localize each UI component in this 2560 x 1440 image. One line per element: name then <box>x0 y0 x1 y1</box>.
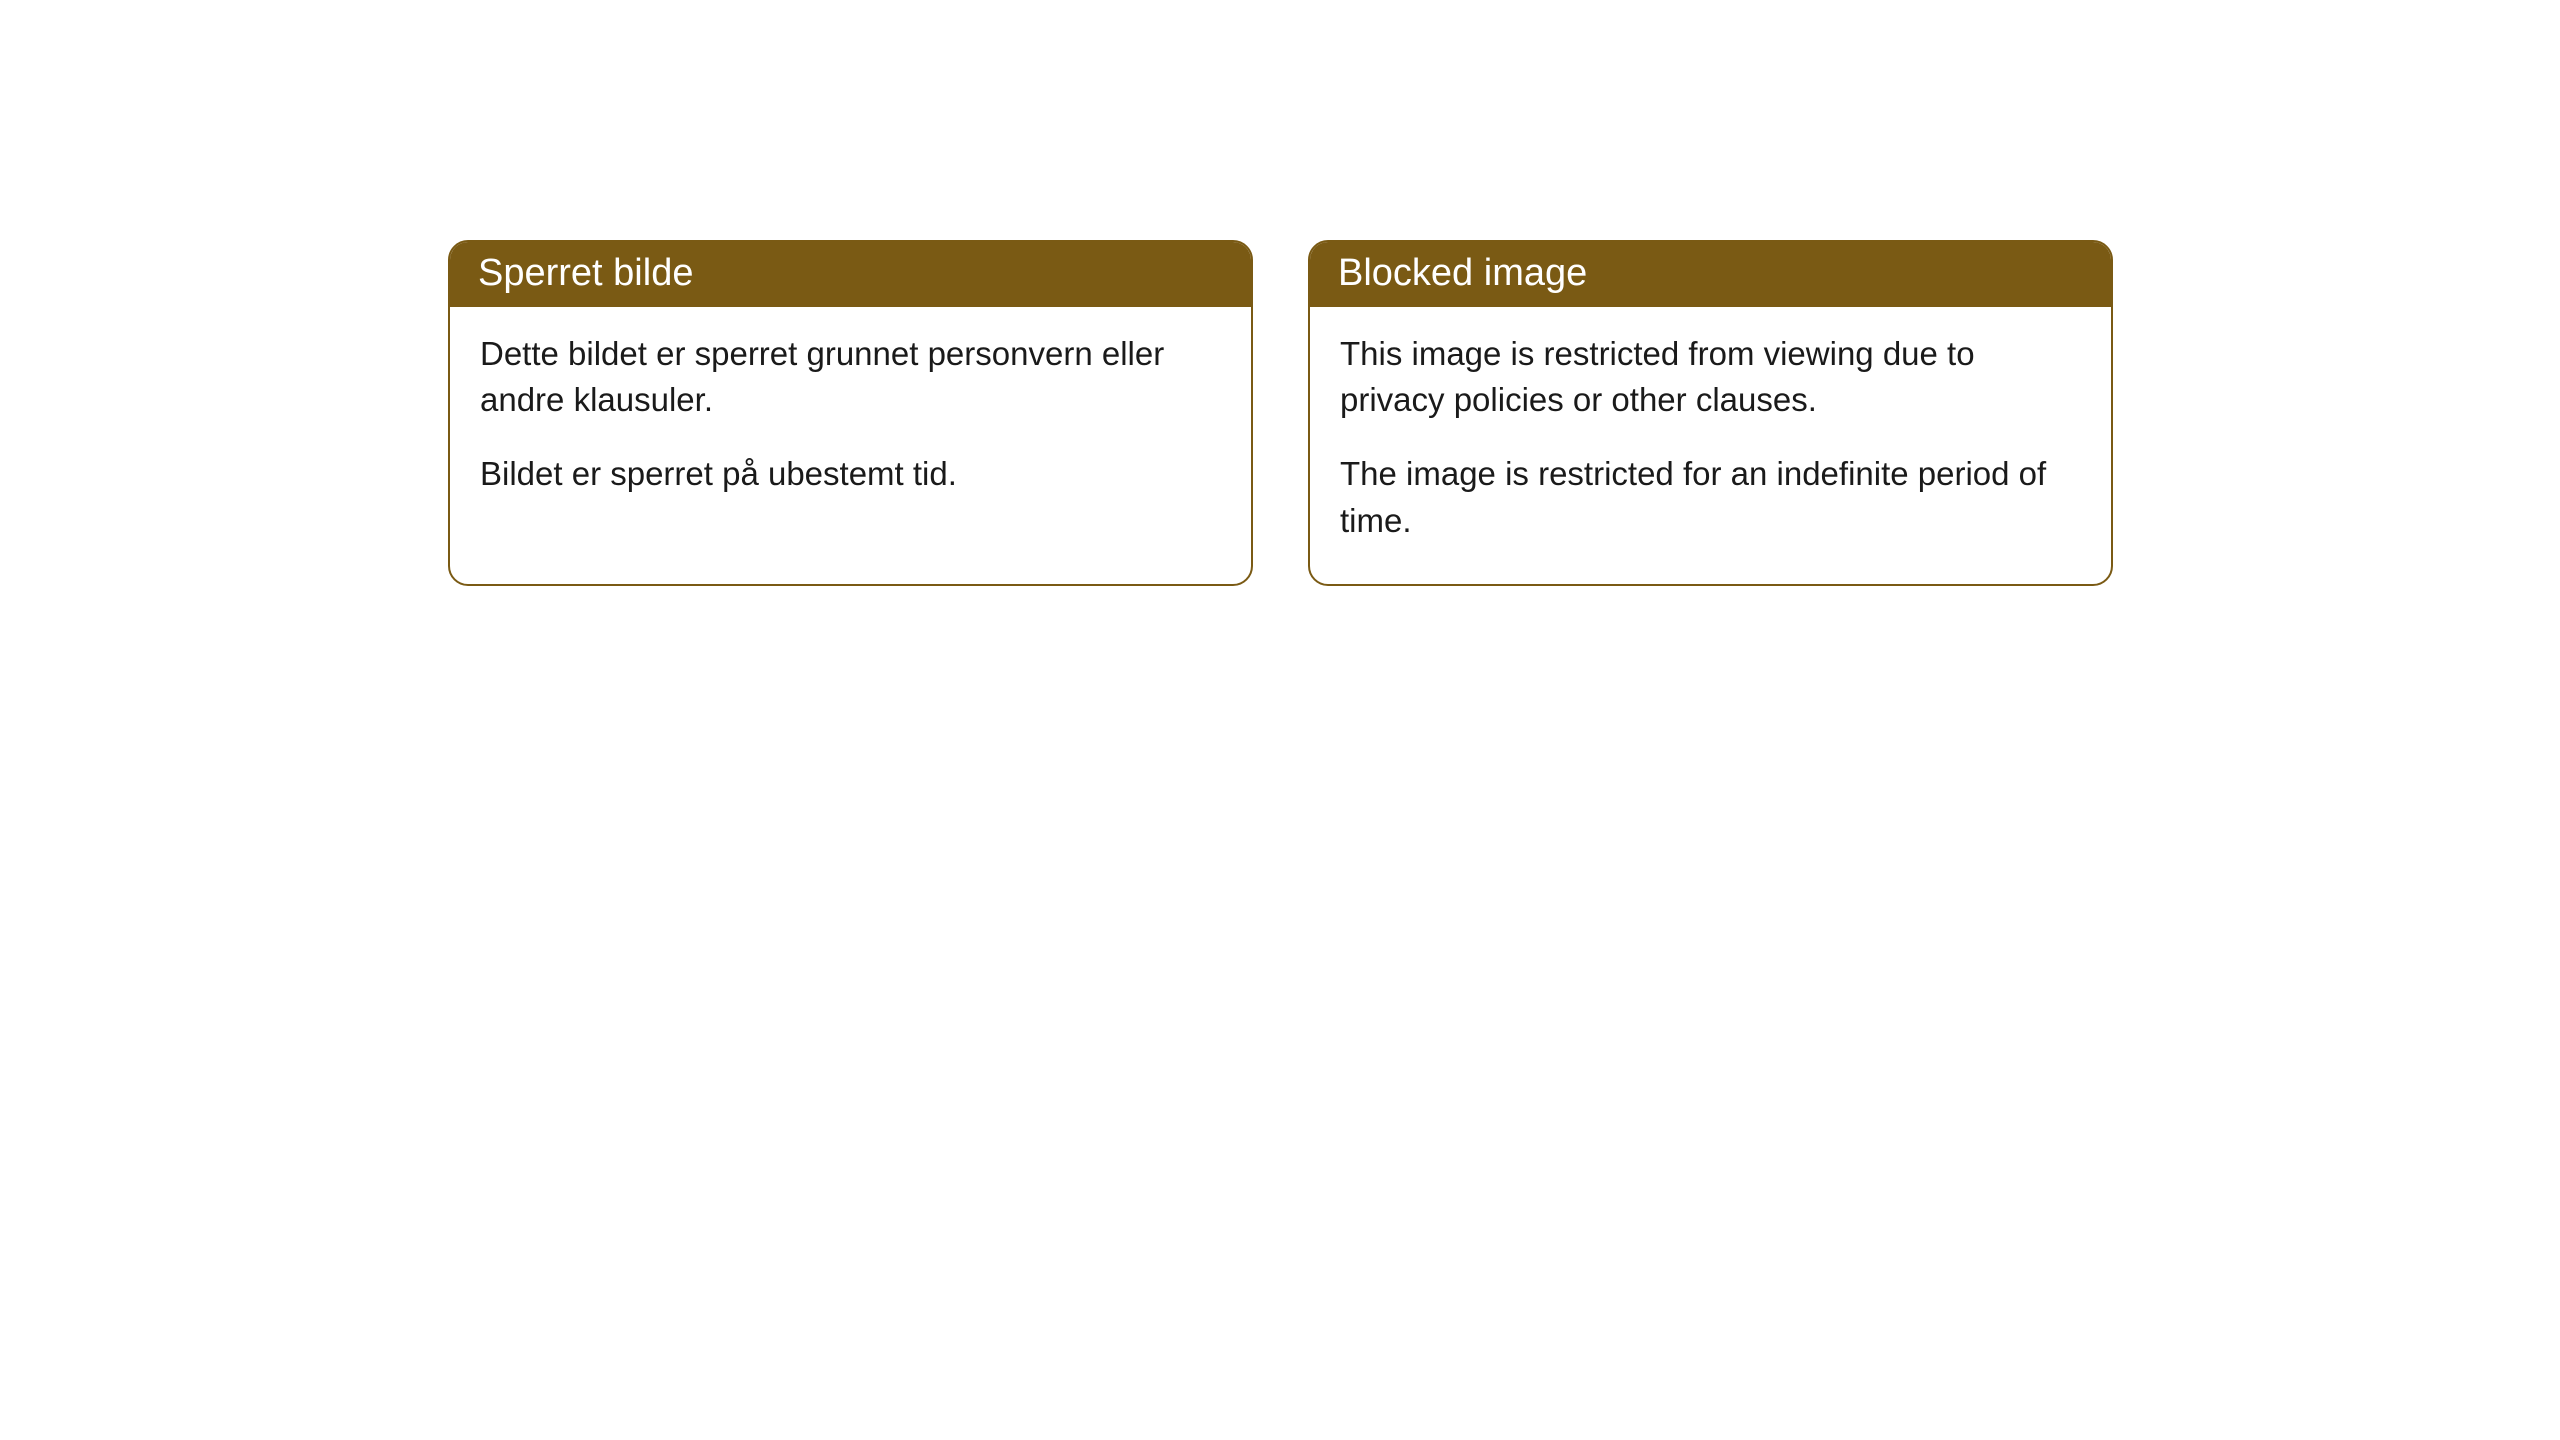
card-para2-english: The image is restricted for an indefinit… <box>1340 451 2081 543</box>
cards-container: Sperret bilde Dette bildet er sperret gr… <box>0 0 2560 586</box>
card-para2-norwegian: Bildet er sperret på ubestemt tid. <box>480 451 1221 497</box>
card-para1-norwegian: Dette bildet er sperret grunnet personve… <box>480 331 1221 423</box>
card-body-english: This image is restricted from viewing du… <box>1310 307 2111 584</box>
card-para1-english: This image is restricted from viewing du… <box>1340 331 2081 423</box>
card-title-english: Blocked image <box>1338 252 1587 294</box>
card-english: Blocked image This image is restricted f… <box>1308 240 2113 586</box>
card-header-english: Blocked image <box>1310 242 2111 307</box>
card-title-norwegian: Sperret bilde <box>478 252 693 294</box>
card-header-norwegian: Sperret bilde <box>450 242 1251 307</box>
card-norwegian: Sperret bilde Dette bildet er sperret gr… <box>448 240 1253 586</box>
card-body-norwegian: Dette bildet er sperret grunnet personve… <box>450 307 1251 538</box>
